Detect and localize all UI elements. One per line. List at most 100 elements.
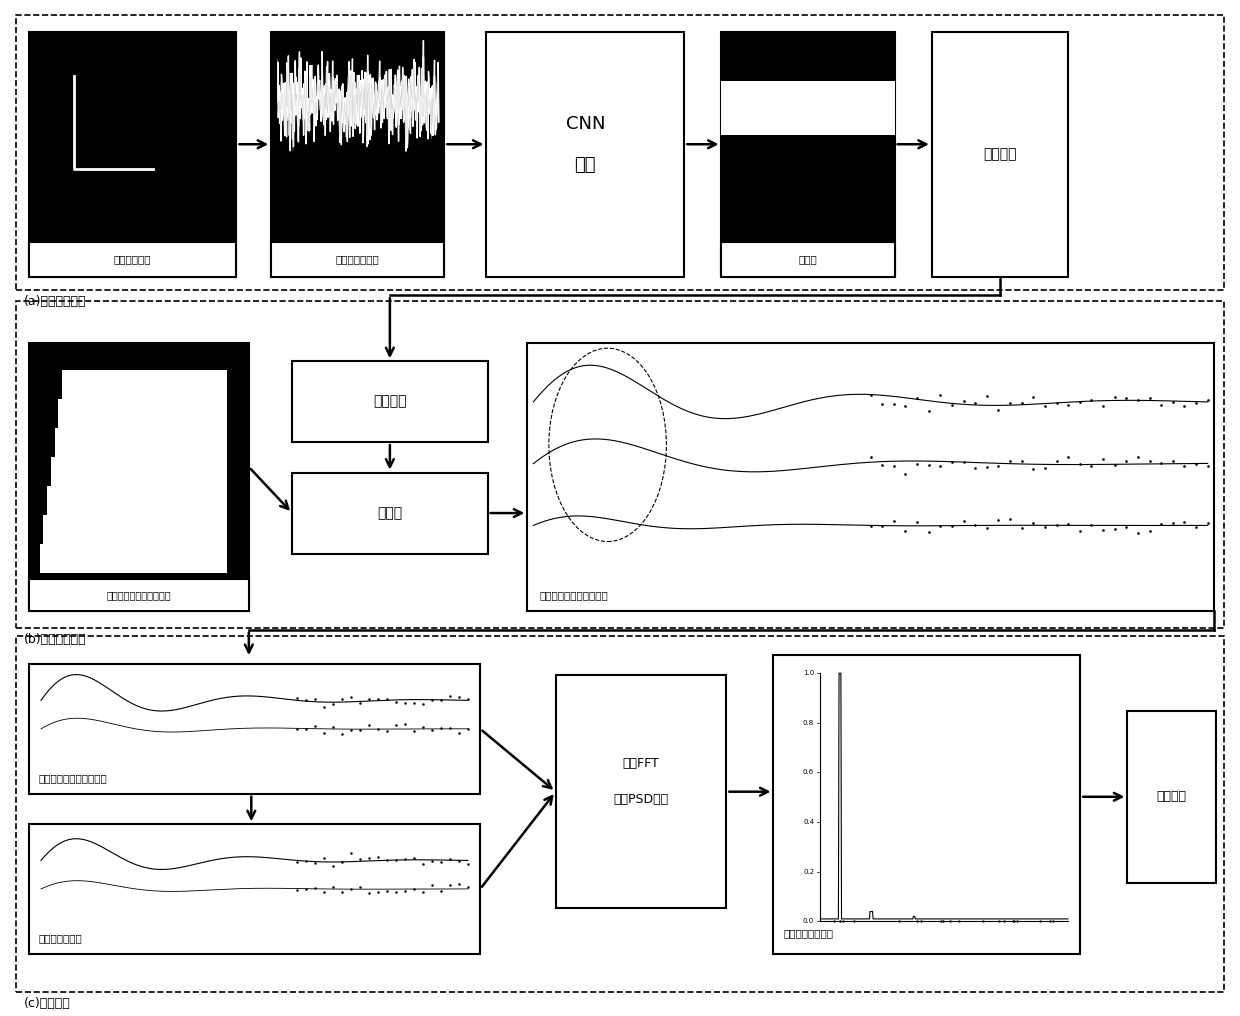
Point [884,513,904,529]
Text: 像素图: 像素图 [799,254,817,264]
Point [932,912,952,929]
Bar [293,361,487,442]
Point [458,691,477,707]
Point [1198,391,1218,407]
Point [861,448,880,464]
Point [942,454,962,470]
Bar [931,31,1068,277]
Point [919,403,939,420]
Point [440,877,460,893]
Bar [29,824,480,954]
Point [1140,523,1159,539]
Point [930,518,950,534]
Point [432,883,451,899]
Bar [29,242,237,277]
Point [1163,452,1183,468]
Point [449,724,469,741]
Point [440,688,460,704]
Point [965,460,985,477]
Text: 0.8: 0.8 [804,719,815,725]
Text: (a)有效像素选择: (a)有效像素选择 [24,296,86,308]
Bar [556,676,727,908]
Point [440,850,460,867]
Point [396,883,415,899]
Text: (b)振动信号提取: (b)振动信号提取 [24,633,87,645]
Point [341,721,361,738]
Bar [722,31,895,277]
Text: 模型: 模型 [574,155,596,174]
Point [1023,389,1043,405]
Point [1003,912,1023,929]
Text: 0.2: 0.2 [804,869,815,875]
Point [908,455,928,471]
Point [1198,514,1218,530]
Point [1023,514,1043,530]
Point [1058,516,1078,532]
Point [432,692,451,708]
Point [1035,460,1055,477]
Point [949,912,968,929]
Point [288,882,308,898]
Point [1187,519,1207,535]
Point [396,695,415,711]
Bar [486,31,684,277]
Text: 通过FFT: 通过FFT [622,757,660,770]
Point [404,695,424,711]
Point [1174,458,1194,474]
Point [404,849,424,866]
Point [332,691,352,707]
Point [1116,519,1136,535]
Point [965,395,985,411]
Point [1094,451,1114,467]
Point [396,850,415,867]
Point [1116,452,1136,468]
Point [377,852,397,869]
Point [377,691,397,707]
Point [360,850,379,867]
Point [350,850,370,867]
Point [1001,453,1021,469]
Point [1044,912,1064,929]
Text: 峰值拾取: 峰值拾取 [1157,790,1187,804]
Point [1198,458,1218,474]
Bar [29,579,249,612]
Point [1128,449,1148,465]
Point [413,855,433,872]
Point [988,457,1008,473]
Point [1094,398,1114,415]
Point [386,716,405,733]
Point [990,912,1009,929]
Text: 输入待测区域的图像序列: 输入待测区域的图像序列 [107,590,171,600]
Point [977,388,997,404]
Point [413,718,433,735]
Bar [62,370,227,398]
Point [305,717,325,734]
Point [1047,517,1066,533]
Point [386,694,405,710]
Point [1140,453,1159,469]
Point [1058,397,1078,414]
Point [404,881,424,897]
Bar [272,31,444,277]
Bar [16,14,1224,291]
Point [422,722,441,739]
Point [1035,398,1055,415]
Point [1094,521,1114,537]
Point [1047,452,1066,468]
Point [332,726,352,743]
Point [314,699,334,715]
Point [413,884,433,900]
Point [396,716,415,733]
Point [422,852,441,869]
Point [1012,453,1032,469]
Point [1040,912,1060,929]
Point [884,396,904,412]
Point [350,695,370,711]
Point [449,689,469,705]
Point [449,852,469,869]
Point [296,852,316,869]
Point [861,387,880,403]
Point [895,466,915,483]
Point [1163,394,1183,410]
Point [1151,516,1171,532]
